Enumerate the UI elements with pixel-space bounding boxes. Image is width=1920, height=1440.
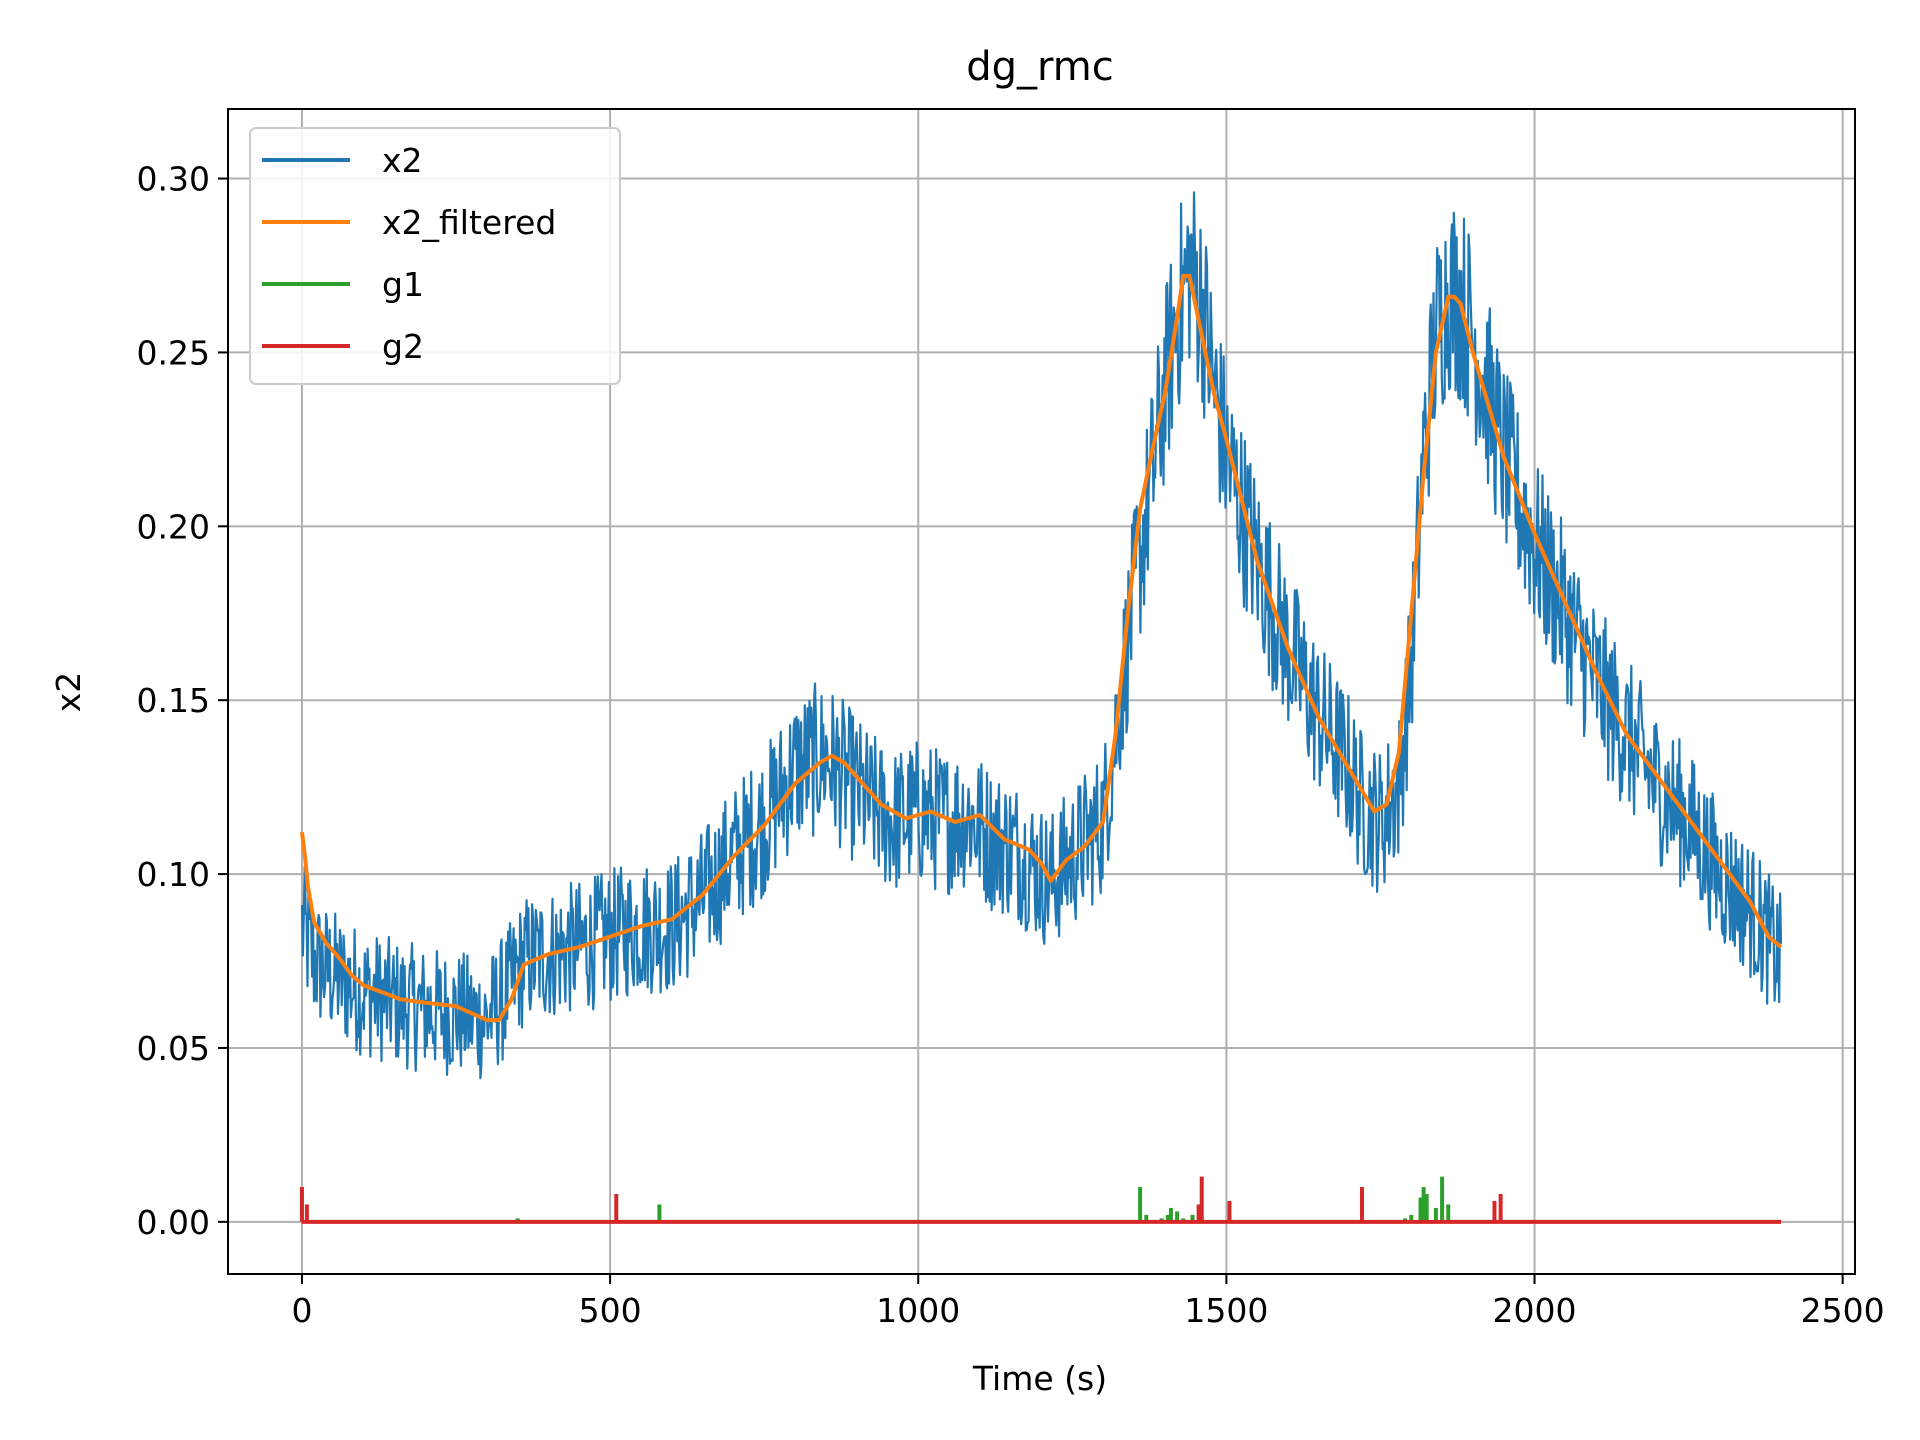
legend: x2 x2_filtered g1 g2	[249, 127, 621, 385]
plot-series	[299, 191, 1783, 1224]
legend-label-g1: g1	[382, 265, 424, 304]
series-line-x2-filtered	[300, 273, 1783, 1023]
y-tick-label: 0.25	[137, 333, 210, 372]
y-tick-label: 0.15	[137, 681, 210, 720]
x-axis-title: Time (s)	[972, 1359, 1107, 1398]
y-tick-label: 0.05	[137, 1029, 210, 1068]
plot-frame	[227, 108, 1856, 1275]
legend-box	[249, 127, 621, 385]
x-tick-label: 2500	[1801, 1291, 1885, 1330]
y-tick-label: 0.10	[137, 855, 210, 894]
y-axis-title: x2	[49, 672, 88, 713]
x-tick-label: 1500	[1184, 1291, 1268, 1330]
legend-label-x2-filtered: x2_filtered	[382, 203, 556, 242]
legend-label-g2: g2	[382, 327, 424, 366]
legend-label-x2: x2	[382, 141, 423, 180]
x-tick-label: 500	[579, 1291, 642, 1330]
x-tick-label: 2000	[1493, 1291, 1577, 1330]
x-tick-label: 1000	[876, 1291, 960, 1330]
y-tick-label: 0.30	[137, 160, 210, 199]
y-tick-label: 0.00	[137, 1203, 210, 1242]
axis-ticks: 0 500 1000 1500 2000 2500 0.00 0.05 0.10 0.15 0.20…	[137, 160, 1885, 1330]
x-tick-label: 0	[291, 1291, 312, 1330]
y-tick-label: 0.20	[137, 507, 210, 546]
chart-title: dg_rmc	[966, 44, 1113, 90]
